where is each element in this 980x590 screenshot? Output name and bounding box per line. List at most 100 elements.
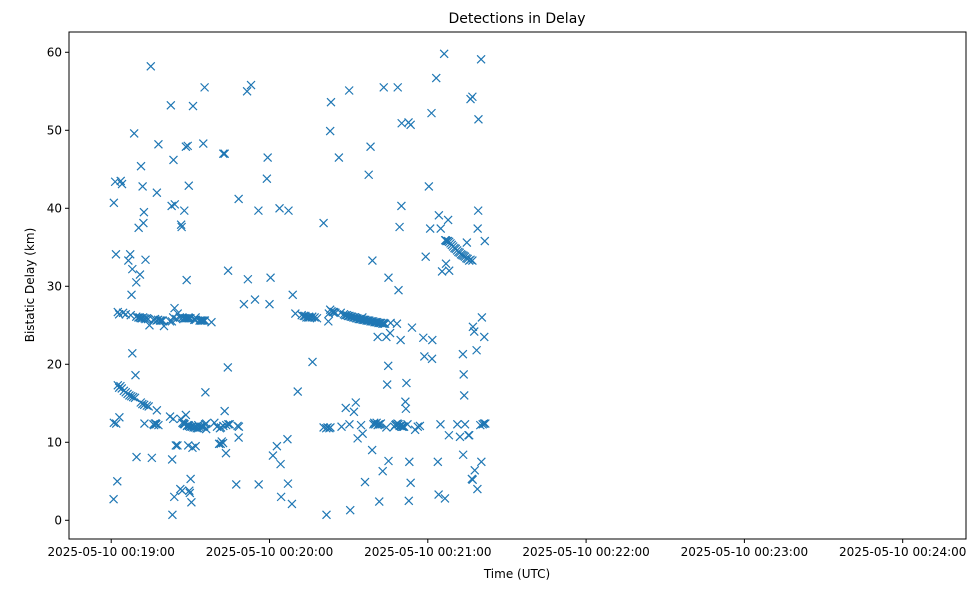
data-point	[181, 313, 191, 323]
data-point	[381, 423, 391, 432]
data-point	[441, 259, 451, 269]
data-point	[344, 86, 354, 95]
data-point	[419, 352, 429, 361]
data-point	[403, 419, 412, 429]
data-point	[146, 61, 156, 71]
data-point	[469, 327, 479, 336]
data-point	[132, 452, 141, 462]
data-point	[196, 316, 206, 326]
data-point	[184, 181, 194, 191]
data-point	[458, 349, 468, 359]
y-tick-label: 30	[47, 279, 62, 293]
data-point	[142, 401, 152, 411]
data-point	[415, 421, 425, 431]
data-point	[114, 412, 124, 422]
data-point	[385, 328, 395, 338]
data-point	[397, 422, 407, 432]
x-axis-ticks: 2025-05-10 00:19:00 2025-05-10 00:20:00 20…	[47, 539, 966, 559]
data-point	[400, 397, 410, 407]
data-point	[136, 161, 146, 171]
data-point	[200, 387, 210, 397]
x-tick-label: 2025-05-10 00:19:00	[47, 545, 174, 559]
data-point	[265, 299, 274, 309]
data-point	[144, 401, 154, 411]
data-point	[476, 457, 486, 467]
data-point	[392, 319, 402, 329]
data-point	[443, 215, 453, 225]
data-point	[272, 441, 282, 451]
data-point	[452, 419, 462, 429]
y-axis-ticks: 0 10 20 30 40 50 60	[47, 45, 69, 527]
data-point	[360, 477, 370, 487]
data-point	[141, 255, 150, 265]
data-point	[434, 490, 444, 499]
data-point	[153, 315, 163, 325]
data-point	[434, 210, 444, 220]
data-point	[284, 206, 293, 216]
data-point	[254, 479, 264, 489]
data-point	[380, 319, 390, 329]
data-point	[239, 299, 249, 309]
data-point	[173, 440, 182, 450]
y-tick-label: 20	[47, 357, 62, 371]
data-point	[127, 264, 137, 274]
data-point	[218, 438, 228, 448]
data-point	[223, 266, 233, 276]
data-point	[367, 445, 377, 455]
data-point	[473, 206, 483, 216]
data-point	[125, 249, 135, 259]
data-point	[131, 370, 140, 380]
data-point	[218, 149, 228, 159]
data-point	[128, 392, 138, 402]
data-point	[374, 419, 384, 429]
data-point	[176, 220, 186, 230]
data-point	[147, 453, 157, 463]
y-tick-label: 40	[47, 201, 62, 215]
data-point	[181, 410, 191, 420]
data-point	[459, 369, 469, 379]
data-point	[223, 362, 233, 372]
data-point	[402, 378, 411, 388]
data-point	[268, 451, 278, 460]
data-point	[425, 224, 435, 233]
data-point	[379, 82, 389, 92]
data-point	[181, 142, 191, 152]
data-point	[407, 323, 417, 333]
data-point	[396, 201, 406, 211]
data-point	[345, 505, 355, 515]
data-point	[139, 207, 149, 217]
data-point	[276, 459, 286, 469]
data-point	[155, 316, 165, 326]
data-point	[127, 290, 136, 300]
x-axis-label: Time (UTC)	[483, 567, 550, 581]
data-point	[169, 492, 179, 502]
data-point	[427, 335, 437, 345]
data-point	[250, 295, 260, 304]
data-point	[458, 450, 468, 460]
data-point	[167, 510, 177, 520]
data-point	[234, 422, 244, 432]
y-tick-label: 50	[47, 123, 62, 137]
data-point	[376, 419, 386, 428]
data-point	[464, 430, 474, 440]
data-point	[396, 335, 406, 345]
data-point	[328, 307, 338, 317]
data-point	[262, 174, 272, 184]
data-point	[442, 236, 451, 246]
data-point	[393, 82, 403, 92]
data-point	[421, 252, 431, 262]
data-point	[322, 510, 331, 520]
data-point	[319, 218, 329, 228]
data-point	[480, 419, 490, 428]
x-tick-label: 2025-05-10 00:24:00	[839, 545, 966, 559]
data-point	[170, 303, 179, 313]
data-point	[367, 256, 377, 265]
data-point	[473, 224, 483, 233]
data-point	[413, 422, 423, 432]
data-point	[169, 155, 178, 165]
data-point	[220, 149, 230, 159]
data-point	[459, 391, 469, 400]
data-point	[276, 492, 286, 502]
data-point	[197, 316, 207, 326]
